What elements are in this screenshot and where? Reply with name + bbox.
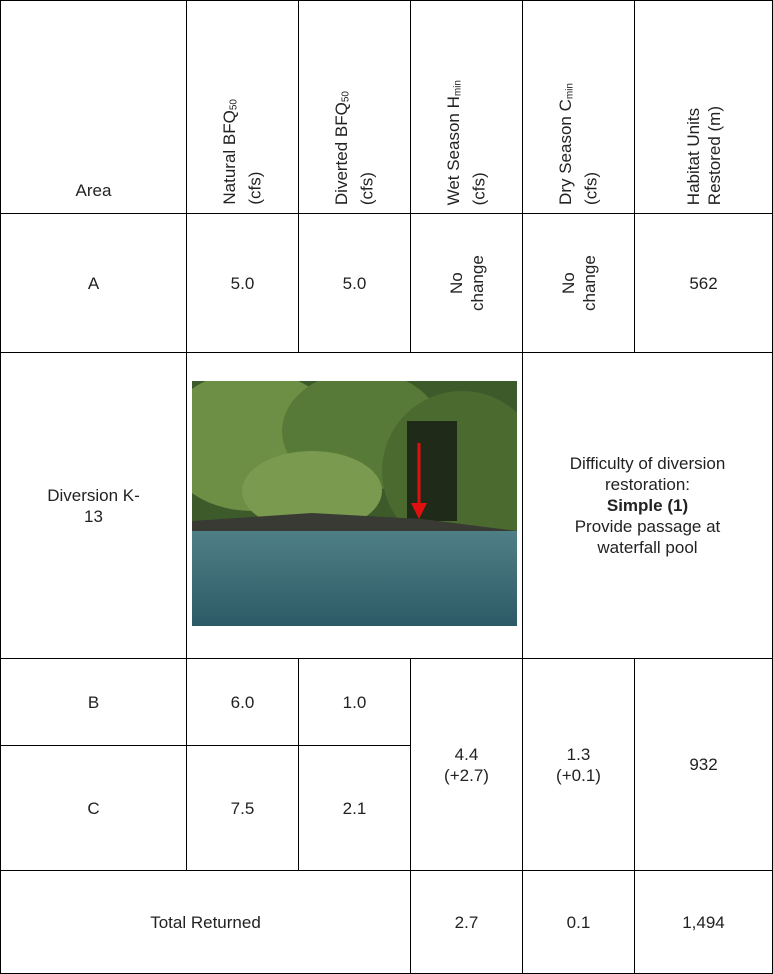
cell-text: 5.0 [342,273,367,293]
header-line2: (cfs) [469,171,489,205]
header-cell: Wet Season Hmin (cfs) [410,0,523,214]
cell-text: 7.5 [230,798,255,818]
row-cell: 7.5 [186,745,299,871]
cell-text: 932 [689,755,718,774]
header-subscript: 50 [228,99,240,111]
row-cell: 2.1 [298,745,411,871]
header-label: Natural BFQ [220,110,240,205]
row-cell: C [0,745,187,871]
header-line: Habitat Units [683,106,704,205]
header-text: Area [75,181,112,200]
header-line: Diverted BFQ50 [331,91,356,205]
header-label: Dry Season C [556,99,576,205]
header-subscript: min [452,79,464,96]
merged-block: 1.3 (+0.1) [556,744,601,786]
header-line2: (cfs) [357,171,377,205]
header-line2: (cfs) [245,171,265,205]
cell-text: C [87,798,100,818]
total-cell: 0.1 [522,870,635,974]
cell-text: 2.7 [454,912,479,932]
difficulty-cell: Difficulty of diversion restoration: Simp… [522,352,773,659]
cell-text: 6.0 [230,692,255,712]
cell-text: Total Returned [150,912,261,932]
header-cell: Natural BFQ50 (cfs) [186,0,299,214]
header-line2: (cfs) [581,171,601,205]
header-label: Diverted BFQ [332,102,352,205]
cell-text: A [87,273,100,293]
cell-text: 2.1 [342,798,367,818]
total-cell: 1,494 [634,870,773,974]
row-cell: 1.0 [298,658,411,746]
merged-cell: 4.4 (+2.7) [410,658,523,871]
merged-cell: 932 [634,658,773,871]
photo-cell [186,352,523,659]
header-text-block: Habitat Units Restored (m) [683,106,725,205]
cell-text: Provide passage at waterfall pool [574,517,721,557]
header-text-block: Diverted BFQ50 (cfs) [331,91,377,205]
cell-text: 4.4 [454,744,479,764]
cell-text: No change [446,255,487,311]
total-cell: 2.7 [410,870,523,974]
header-cell: Area [0,0,187,214]
cell-text-bold: Simple (1) [606,496,689,515]
cell-text: 5.0 [230,273,255,293]
cell-text: B [87,692,100,712]
cell-text: 1.3 [566,744,591,764]
cell-text: 1,494 [682,912,725,932]
header-line: Natural BFQ50 [219,99,244,205]
header-cell: Habitat Units Restored (m) [634,0,773,214]
merged-cell: 1.3 (+0.1) [522,658,635,871]
row-cell: 6.0 [186,658,299,746]
diversion-area: Diversion K-13 [0,352,187,659]
header-label: Habitat Units [683,107,703,205]
cell-text: (+2.7) [444,765,489,785]
header-line2: Restored (m) [704,105,724,205]
cell-text: Difficulty of diversion restoration: [569,454,726,494]
header-text-block: Wet Season Hmin (cfs) [443,80,489,205]
cell-text: 0.1 [566,912,591,932]
header-text-block: Dry Season Cmin (cfs) [555,83,601,205]
total-label: Total Returned [0,870,411,974]
site-photo [192,381,517,626]
row-a-cell: 562 [634,213,773,353]
row-cell: B [0,658,187,746]
row-a-cell: 5.0 [298,213,411,353]
cell-text: 562 [689,273,718,293]
header-subscript: 50 [340,90,352,103]
row-a-cell: No change [410,213,523,353]
header-cell: Diverted BFQ50 (cfs) [298,0,411,214]
row-a-cell: No change [522,213,635,353]
header-label: Wet Season H [444,95,464,205]
cell-text: 1.0 [342,692,367,712]
cell-text: No change [558,255,599,311]
header-text-block: Natural BFQ50 (cfs) [219,99,265,205]
row-a-cell: 5.0 [186,213,299,353]
header-line: Wet Season Hmin [443,80,468,205]
header-cell: Dry Season Cmin (cfs) [522,0,635,214]
row-a-cell: A [0,213,187,353]
merged-block: 4.4 (+2.7) [444,744,489,786]
header-subscript: min [564,83,576,100]
cell-text: (+0.1) [556,765,601,785]
cell-text: Diversion K-13 [47,485,140,526]
header-line: Dry Season Cmin [555,83,580,205]
difficulty-block: Difficulty of diversion restoration: Simp… [565,453,730,558]
